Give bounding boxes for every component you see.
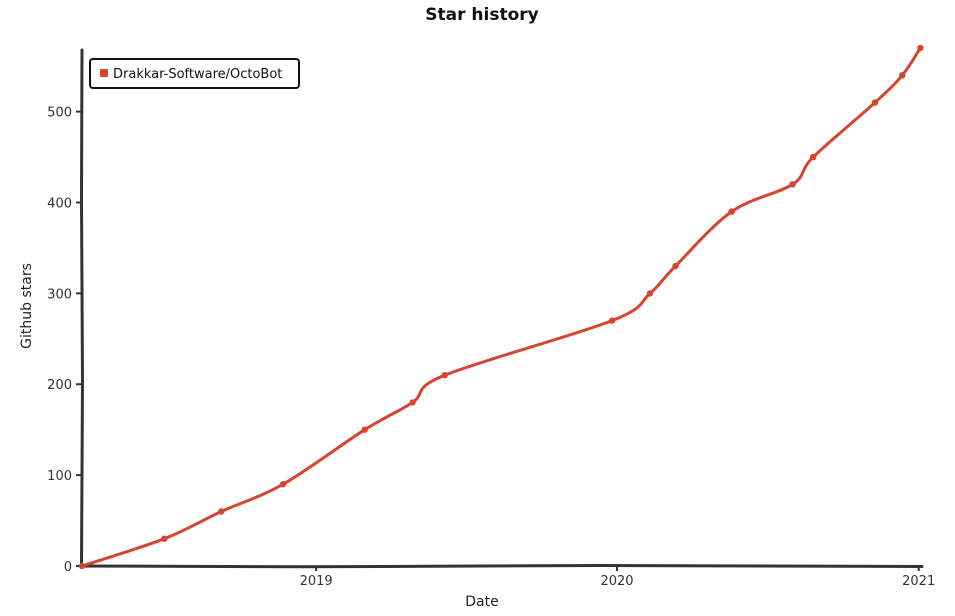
- data-point: [78, 562, 86, 570]
- data-point: [728, 208, 735, 215]
- y-tick-label: 100: [47, 469, 72, 484]
- data-point: [279, 481, 287, 488]
- data-point: [218, 508, 225, 515]
- y-tick-label: 300: [47, 287, 72, 302]
- x-ticks: 2019 2020 2021: [300, 566, 935, 589]
- x-axis-line: [78, 563, 924, 569]
- y-tick-label: 500: [47, 106, 72, 121]
- series-layer: [78, 44, 924, 570]
- axes: [78, 48, 924, 569]
- data-point: [672, 262, 679, 270]
- legend-box: [89, 58, 300, 89]
- data-point: [899, 72, 906, 79]
- series-line-octobot: [80, 46, 922, 568]
- data-point: [441, 372, 448, 379]
- data-point: [161, 535, 168, 542]
- x-tick-label: 2019: [300, 574, 333, 589]
- data-point: [871, 99, 879, 106]
- data-point: [409, 399, 416, 406]
- y-tick-label: 400: [47, 196, 72, 211]
- legend-label-octobot: Drakkar-Software/OctoBot: [113, 67, 282, 82]
- x-tick-label: 2021: [902, 574, 935, 589]
- x-tick-label: 2020: [600, 574, 633, 589]
- data-point: [810, 153, 817, 161]
- y-tick-label: 200: [47, 378, 72, 393]
- y-ticks: 0 100 200 300 400 500: [47, 106, 82, 575]
- legend: Drakkar-Software/OctoBot: [89, 58, 300, 89]
- chart-title: Star history: [425, 5, 538, 25]
- data-point: [608, 317, 616, 324]
- x-axis-label: Date: [465, 594, 498, 610]
- data-point: [646, 290, 654, 297]
- y-tick-label: 0: [64, 560, 72, 575]
- data-point: [361, 426, 368, 433]
- y-axis-label: Github stars: [19, 263, 35, 349]
- y-axis-line: [79, 48, 85, 568]
- data-point: [789, 181, 796, 188]
- legend-swatch: [100, 69, 108, 77]
- data-point: [917, 44, 924, 52]
